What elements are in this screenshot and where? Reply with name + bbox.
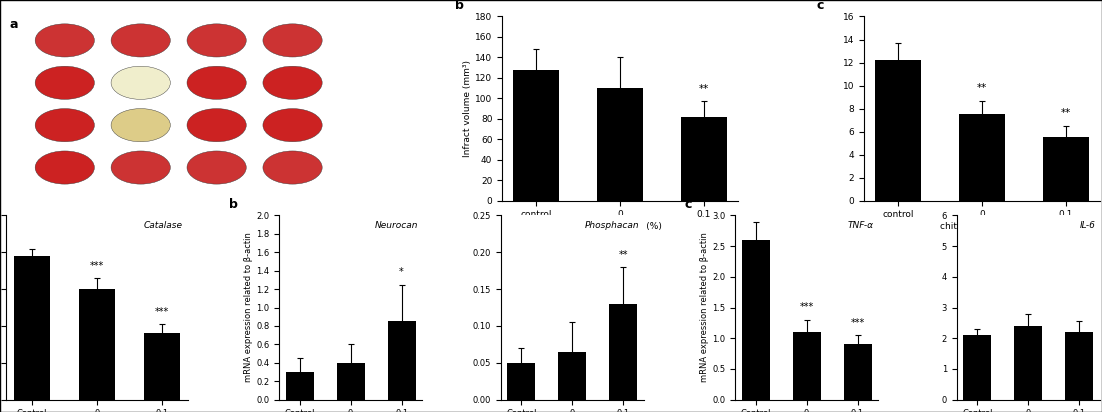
Ellipse shape: [35, 109, 95, 142]
Text: ***: ***: [851, 318, 865, 328]
Text: IL-6: IL-6: [1080, 221, 1095, 230]
Ellipse shape: [35, 151, 95, 184]
Ellipse shape: [187, 66, 246, 99]
Bar: [843, 344, 872, 400]
Bar: [1066, 332, 1093, 400]
Text: a: a: [9, 18, 18, 31]
Ellipse shape: [35, 66, 95, 99]
Text: c: c: [685, 198, 692, 211]
Text: Phosphacan: Phosphacan: [585, 221, 639, 230]
Bar: [742, 240, 769, 400]
Ellipse shape: [111, 24, 171, 57]
Text: *: *: [399, 267, 404, 277]
Y-axis label: mRNA expression related to β-actin: mRNA expression related to β-actin: [700, 233, 710, 382]
Text: b: b: [455, 0, 464, 12]
Text: Neurocan: Neurocan: [375, 221, 418, 230]
Ellipse shape: [263, 24, 322, 57]
Bar: [609, 304, 637, 400]
Bar: [959, 115, 1005, 201]
Bar: [681, 117, 727, 201]
Bar: [512, 70, 559, 201]
Bar: [963, 335, 992, 400]
Text: **: **: [976, 83, 987, 93]
Bar: [388, 321, 415, 400]
Ellipse shape: [35, 24, 95, 57]
Text: Catalase: Catalase: [143, 221, 183, 230]
Text: TNF-α: TNF-α: [847, 221, 874, 230]
Y-axis label: mRNA expression related to β-actin: mRNA expression related to β-actin: [245, 233, 253, 382]
Ellipse shape: [187, 151, 246, 184]
Ellipse shape: [111, 66, 171, 99]
Bar: [792, 332, 821, 400]
Text: **: **: [618, 250, 628, 260]
Ellipse shape: [111, 151, 171, 184]
Bar: [1042, 137, 1089, 201]
Text: **: **: [1061, 108, 1071, 119]
Text: **: **: [699, 84, 710, 94]
Bar: [336, 363, 365, 400]
Bar: [14, 256, 50, 400]
Bar: [1014, 326, 1042, 400]
Bar: [79, 289, 115, 400]
Bar: [875, 60, 921, 201]
Ellipse shape: [111, 109, 171, 142]
Bar: [144, 333, 180, 400]
Text: c: c: [817, 0, 824, 12]
Text: b: b: [229, 198, 238, 211]
Bar: [559, 352, 586, 400]
Ellipse shape: [263, 66, 322, 99]
Text: ***: ***: [799, 302, 813, 312]
Bar: [507, 363, 536, 400]
Bar: [285, 372, 314, 400]
X-axis label: chitosan conc. (%): chitosan conc. (%): [579, 222, 662, 231]
Bar: [597, 88, 644, 201]
Ellipse shape: [263, 151, 322, 184]
Text: ***: ***: [89, 261, 104, 271]
Text: ***: ***: [154, 307, 169, 317]
X-axis label: chitosan conc. (%): chitosan conc. (%): [940, 222, 1024, 231]
Ellipse shape: [187, 109, 246, 142]
Ellipse shape: [263, 109, 322, 142]
Y-axis label: Infract volume (mm³): Infract volume (mm³): [464, 60, 473, 157]
Ellipse shape: [187, 24, 246, 57]
